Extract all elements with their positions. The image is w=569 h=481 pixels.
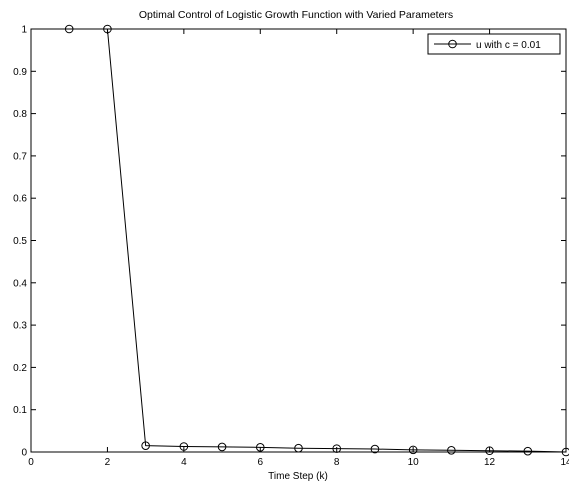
- x-tick-label: 6: [258, 457, 264, 468]
- y-tick-label: 0.1: [13, 405, 27, 416]
- data-point: [408, 445, 418, 455]
- chart-title: Optimal Control of Logistic Growth Funct…: [139, 9, 453, 21]
- data-point: [217, 442, 227, 452]
- data-point: [64, 24, 74, 34]
- data-point: [370, 444, 380, 454]
- data-point: [332, 444, 342, 453]
- x-tick-label: 12: [484, 457, 496, 468]
- data-point: [523, 446, 533, 456]
- series-layer: [64, 24, 569, 457]
- data-point: [141, 441, 150, 450]
- plot-area: [30, 28, 567, 453]
- y-tick-label: 1: [21, 25, 27, 36]
- y-tick-label: 0.7: [13, 151, 27, 162]
- y-tick-label: 0.6: [13, 194, 27, 205]
- x-tick-label: 10: [408, 457, 420, 468]
- y-tick-label: 0: [21, 448, 27, 459]
- data-point: [179, 442, 189, 451]
- x-tick-label: 4: [181, 457, 187, 468]
- x-tick-label: 14: [560, 457, 569, 468]
- data-point: [447, 446, 456, 455]
- y-tick-label: 0.9: [13, 67, 27, 78]
- legend: u with c = 0.01: [427, 33, 561, 55]
- data-point: [294, 443, 303, 453]
- legend-entry: u with c = 0.01: [476, 40, 541, 51]
- x-tick-label: 8: [334, 457, 340, 468]
- x-tick-label: 2: [105, 457, 111, 468]
- y-tick-label: 0.4: [13, 278, 27, 289]
- x-axis-label: Time Step (k): [268, 471, 328, 481]
- data-point: [485, 446, 494, 456]
- y-tick-label: 0.5: [13, 236, 27, 247]
- y-tick-label: 0.3: [13, 321, 27, 332]
- data-point: [255, 443, 265, 452]
- data-point: [103, 24, 112, 34]
- data-point: [561, 447, 569, 457]
- legend-marker: [448, 39, 457, 49]
- series-line: [69, 28, 567, 453]
- y-tick-label: 0.2: [13, 363, 27, 374]
- legend-box: [427, 33, 561, 55]
- x-tick-label: 0: [28, 457, 34, 468]
- y-tick-label: 0.8: [13, 109, 27, 120]
- axis-ticks: 0 2 4 6 8 10 12 14 0 0.1 0.2 0.3 0.4 0.5 0.6 0.7 0.8 0.9 1: [13, 25, 569, 469]
